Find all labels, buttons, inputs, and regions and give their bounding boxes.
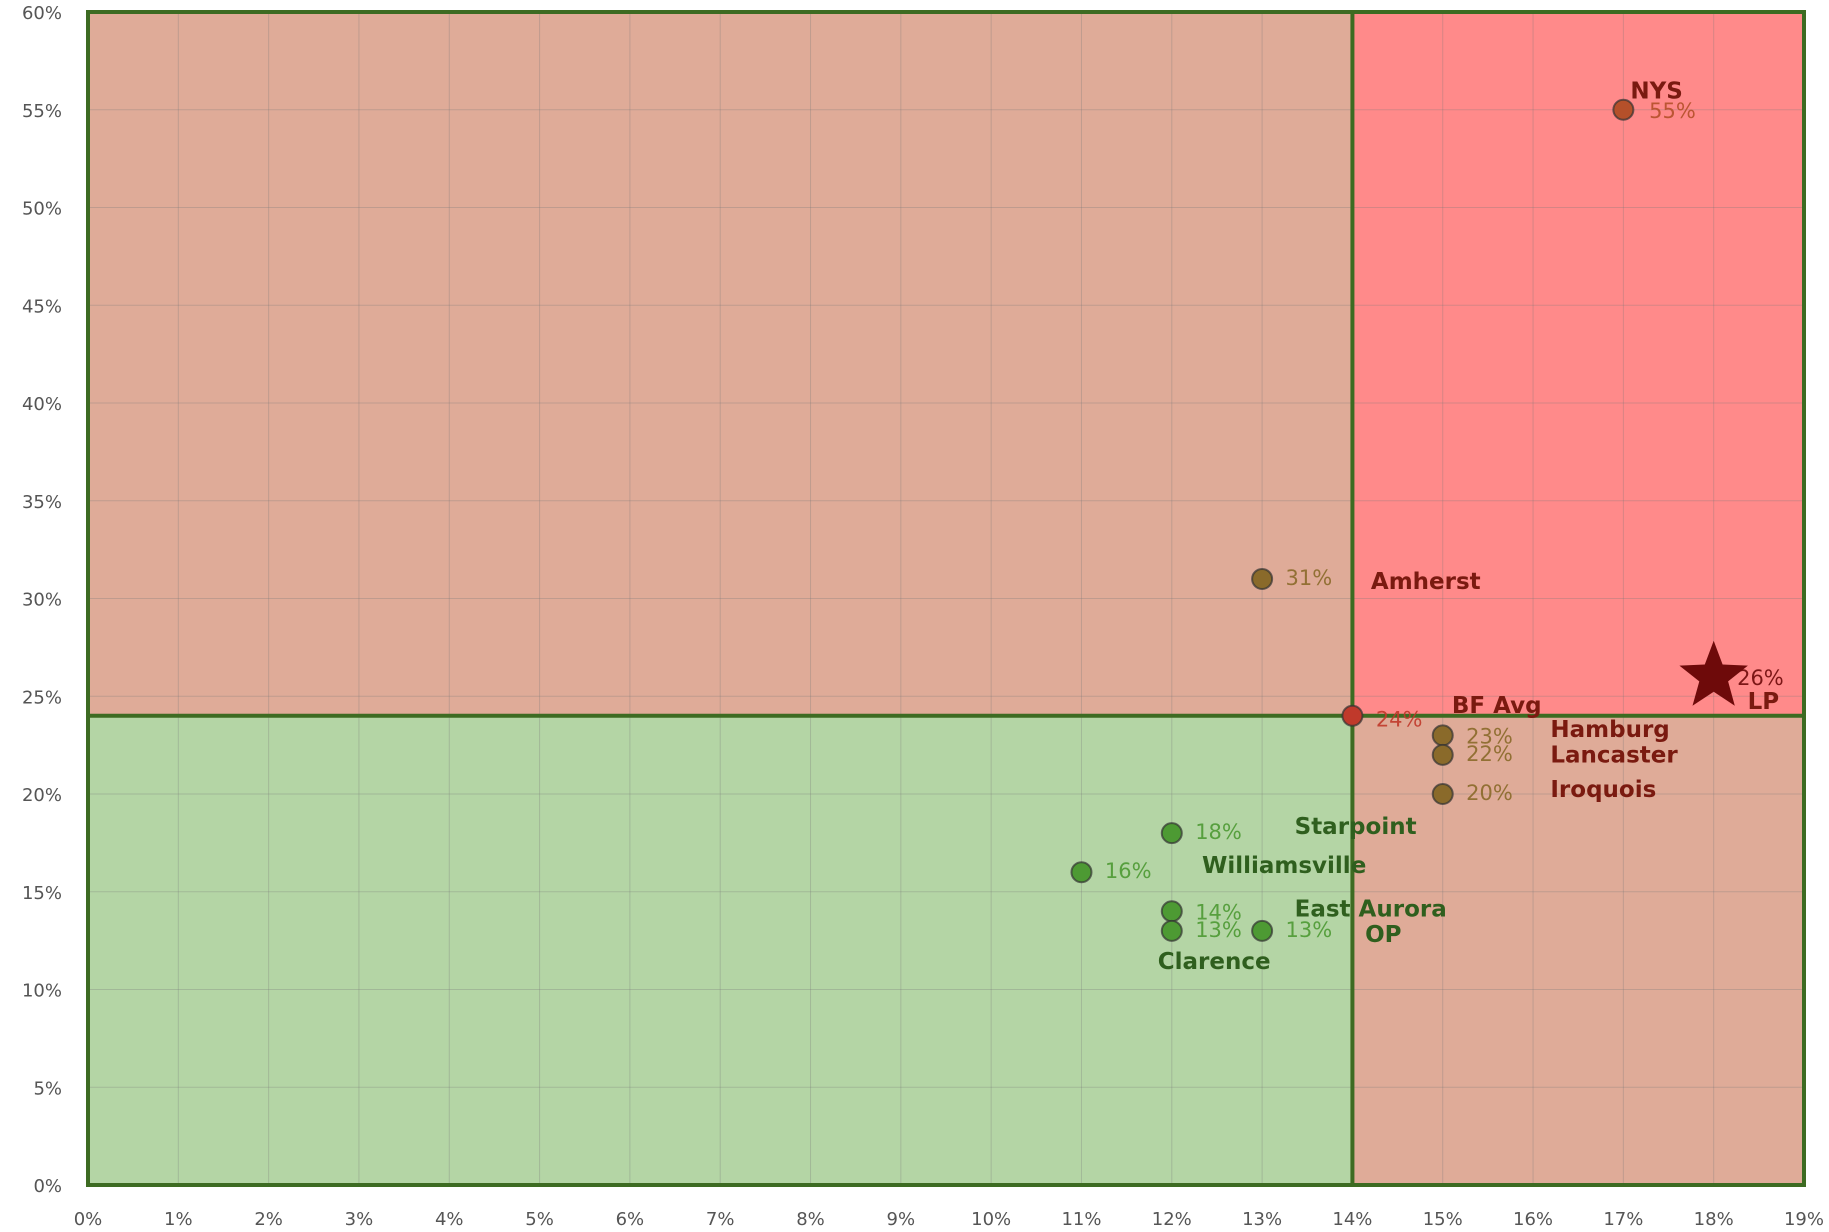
- value-label: 22%: [1466, 742, 1513, 766]
- point: [1160, 822, 1183, 845]
- x-tick-label: 14%: [1332, 1209, 1372, 1230]
- point-label: Lancaster: [1550, 743, 1678, 769]
- y-tick-label: 60%: [22, 3, 62, 24]
- x-tick-label: 5%: [525, 1209, 554, 1230]
- value-label: 20%: [1466, 781, 1513, 805]
- y-tick-label: 30%: [22, 590, 62, 611]
- value-label: 24%: [1376, 707, 1423, 731]
- point-label: BF Avg: [1452, 693, 1542, 719]
- x-tick-label: 2%: [254, 1209, 283, 1230]
- x-tick-label: 16%: [1513, 1209, 1553, 1230]
- value-label: 14%: [1195, 901, 1242, 925]
- x-tick-label: 18%: [1694, 1209, 1734, 1230]
- y-tick-label: 25%: [22, 687, 62, 708]
- point: [1679, 640, 1748, 706]
- x-tick-label: 12%: [1152, 1209, 1192, 1230]
- y-tick-label: 10%: [22, 981, 62, 1002]
- point-label: Hamburg: [1550, 717, 1669, 743]
- point: [1251, 567, 1274, 590]
- point-label: OP: [1365, 922, 1401, 948]
- point: [1160, 900, 1183, 923]
- point-label: Iroquois: [1550, 777, 1656, 803]
- value-label: 31%: [1286, 566, 1333, 590]
- point: [1070, 861, 1093, 884]
- point-label: LP: [1748, 689, 1780, 715]
- x-tick-label: 6%: [616, 1209, 645, 1230]
- value-label: 16%: [1105, 859, 1152, 883]
- region-top-right: [1352, 12, 1804, 716]
- x-tick-label: 15%: [1423, 1209, 1463, 1230]
- point: [1431, 724, 1454, 747]
- y-tick-label: 35%: [22, 492, 62, 513]
- y-tick-label: 15%: [22, 883, 62, 904]
- y-tick-label: 45%: [22, 296, 62, 317]
- region-bottom-left: [88, 715, 1353, 1185]
- point-label: Starpoint: [1295, 814, 1417, 840]
- value-label: 55%: [1649, 99, 1696, 123]
- point: [1431, 743, 1454, 766]
- point: [1160, 919, 1183, 942]
- point-label: East Aurora: [1295, 897, 1447, 923]
- point-label: Williamsville: [1202, 853, 1366, 879]
- x-tick-label: 4%: [435, 1209, 464, 1230]
- x-tick-label: 9%: [887, 1209, 916, 1230]
- value-label: 18%: [1195, 820, 1242, 844]
- y-tick-label: 5%: [33, 1078, 62, 1099]
- x-tick-label: 8%: [796, 1209, 825, 1230]
- value-label: 26%: [1737, 666, 1784, 690]
- y-tick-label: 50%: [22, 199, 62, 220]
- value-label: 23%: [1466, 725, 1513, 749]
- x-tick-label: 19%: [1784, 1209, 1824, 1230]
- point-label: Amherst: [1371, 569, 1481, 595]
- region-bottom-right: [1352, 715, 1804, 1185]
- point-label: NYS: [1630, 79, 1682, 105]
- value-label: 13%: [1195, 918, 1242, 942]
- y-tick-label: 40%: [22, 394, 62, 415]
- point: [1612, 98, 1635, 121]
- x-tick-label: 7%: [706, 1209, 735, 1230]
- y-tick-label: 0%: [33, 1176, 62, 1197]
- x-tick-label: 17%: [1603, 1209, 1643, 1230]
- point: [1251, 919, 1274, 942]
- x-tick-label: 3%: [345, 1209, 374, 1230]
- y-tick-label: 20%: [22, 785, 62, 806]
- point: [1431, 783, 1454, 805]
- plot-border: [86, 10, 1806, 1187]
- x-tick-label: 0%: [74, 1209, 103, 1230]
- x-tick-label: 11%: [1061, 1209, 1101, 1230]
- point-label: Clarence: [1158, 949, 1271, 975]
- x-tick-label: 13%: [1242, 1209, 1282, 1230]
- y-tick-label: 55%: [22, 101, 62, 122]
- x-tick-label: 1%: [164, 1209, 193, 1230]
- point: [1341, 704, 1364, 727]
- x-tick-label: 10%: [971, 1209, 1011, 1230]
- region-top-left: [88, 12, 1353, 716]
- value-label: 13%: [1286, 918, 1333, 942]
